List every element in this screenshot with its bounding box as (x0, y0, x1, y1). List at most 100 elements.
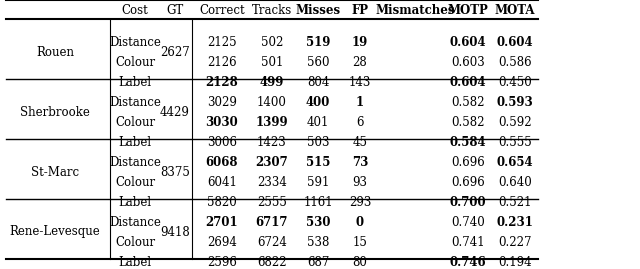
Text: 401: 401 (307, 115, 329, 129)
Text: 515: 515 (306, 155, 330, 168)
Text: 0.700: 0.700 (450, 196, 486, 208)
Text: 503: 503 (307, 136, 329, 148)
Text: 0.604: 0.604 (497, 36, 533, 48)
Text: 0.555: 0.555 (498, 136, 532, 148)
Text: 28: 28 (353, 55, 367, 69)
Text: 6068: 6068 (205, 155, 238, 168)
Text: 1423: 1423 (257, 136, 287, 148)
Text: 8375: 8375 (160, 165, 190, 179)
Text: 2128: 2128 (205, 76, 238, 89)
Text: 6717: 6717 (256, 215, 288, 228)
Text: Label: Label (118, 76, 152, 89)
Text: 2126: 2126 (207, 55, 237, 69)
Text: 0.604: 0.604 (450, 76, 486, 89)
Text: 0.582: 0.582 (451, 115, 484, 129)
Text: 6822: 6822 (257, 256, 287, 268)
Text: Rouen: Rouen (36, 45, 74, 58)
Text: Label: Label (118, 136, 152, 148)
Text: St-Marc: St-Marc (31, 165, 79, 179)
Text: Distance: Distance (109, 36, 161, 48)
Text: 400: 400 (306, 95, 330, 108)
Text: 0.593: 0.593 (497, 95, 533, 108)
Text: 93: 93 (353, 175, 367, 189)
Text: 6041: 6041 (207, 175, 237, 189)
Text: 143: 143 (349, 76, 371, 89)
Text: FP: FP (351, 3, 369, 16)
Text: 560: 560 (307, 55, 329, 69)
Text: 0.592: 0.592 (498, 115, 532, 129)
Text: 80: 80 (353, 256, 367, 268)
Text: 3029: 3029 (207, 95, 237, 108)
Text: 0.231: 0.231 (497, 215, 533, 228)
Text: Misses: Misses (296, 3, 340, 16)
Text: 6724: 6724 (257, 235, 287, 249)
Text: 0.584: 0.584 (450, 136, 486, 148)
Text: 0.604: 0.604 (450, 36, 486, 48)
Text: 0.586: 0.586 (498, 55, 532, 69)
Text: Rene-Levesque: Rene-Levesque (10, 225, 100, 239)
Text: 2694: 2694 (207, 235, 237, 249)
Text: 2555: 2555 (257, 196, 287, 208)
Text: 0.696: 0.696 (451, 155, 485, 168)
Text: 0.746: 0.746 (450, 256, 486, 268)
Text: Mismatches: Mismatches (375, 3, 455, 16)
Text: Distance: Distance (109, 155, 161, 168)
Text: MOTP: MOTP (447, 3, 488, 16)
Text: 6: 6 (356, 115, 364, 129)
Text: 0.227: 0.227 (499, 235, 532, 249)
Text: 519: 519 (306, 36, 330, 48)
Text: 1: 1 (356, 95, 364, 108)
Text: 0.582: 0.582 (451, 95, 484, 108)
Text: 0.741: 0.741 (451, 235, 485, 249)
Text: 804: 804 (307, 76, 329, 89)
Text: 591: 591 (307, 175, 329, 189)
Text: 501: 501 (261, 55, 283, 69)
Text: Tracks: Tracks (252, 3, 292, 16)
Text: Cost: Cost (122, 3, 148, 16)
Text: Label: Label (118, 196, 152, 208)
Text: 3006: 3006 (207, 136, 237, 148)
Text: 2627: 2627 (160, 45, 190, 58)
Text: 19: 19 (352, 36, 368, 48)
Text: GT: GT (166, 3, 184, 16)
Text: 530: 530 (306, 215, 330, 228)
Text: 502: 502 (261, 36, 283, 48)
Text: 0.603: 0.603 (451, 55, 485, 69)
Text: 2701: 2701 (205, 215, 238, 228)
Text: 73: 73 (352, 155, 368, 168)
Text: Correct: Correct (199, 3, 245, 16)
Text: Distance: Distance (109, 215, 161, 228)
Text: 0.696: 0.696 (451, 175, 485, 189)
Text: MOTA: MOTA (495, 3, 535, 16)
Text: 2334: 2334 (257, 175, 287, 189)
Text: 538: 538 (307, 235, 329, 249)
Text: 0.654: 0.654 (497, 155, 533, 168)
Text: 15: 15 (353, 235, 367, 249)
Text: 499: 499 (260, 76, 284, 89)
Text: 3030: 3030 (205, 115, 238, 129)
Text: 5820: 5820 (207, 196, 237, 208)
Text: 9418: 9418 (160, 225, 190, 239)
Text: 1400: 1400 (257, 95, 287, 108)
Text: Colour: Colour (115, 235, 155, 249)
Text: 1399: 1399 (256, 115, 288, 129)
Text: Label: Label (118, 256, 152, 268)
Text: 1161: 1161 (303, 196, 333, 208)
Text: 2125: 2125 (207, 36, 237, 48)
Text: 0.450: 0.450 (498, 76, 532, 89)
Text: 45: 45 (353, 136, 367, 148)
Text: 2596: 2596 (207, 256, 237, 268)
Text: 0.521: 0.521 (499, 196, 532, 208)
Text: 0.640: 0.640 (498, 175, 532, 189)
Text: Distance: Distance (109, 95, 161, 108)
Text: 293: 293 (349, 196, 371, 208)
Text: 0: 0 (356, 215, 364, 228)
Text: Colour: Colour (115, 175, 155, 189)
Text: 687: 687 (307, 256, 329, 268)
Text: Colour: Colour (115, 115, 155, 129)
Text: 0.194: 0.194 (498, 256, 532, 268)
Text: Sherbrooke: Sherbrooke (20, 105, 90, 119)
Text: 2307: 2307 (255, 155, 289, 168)
Text: Colour: Colour (115, 55, 155, 69)
Text: 0.740: 0.740 (451, 215, 485, 228)
